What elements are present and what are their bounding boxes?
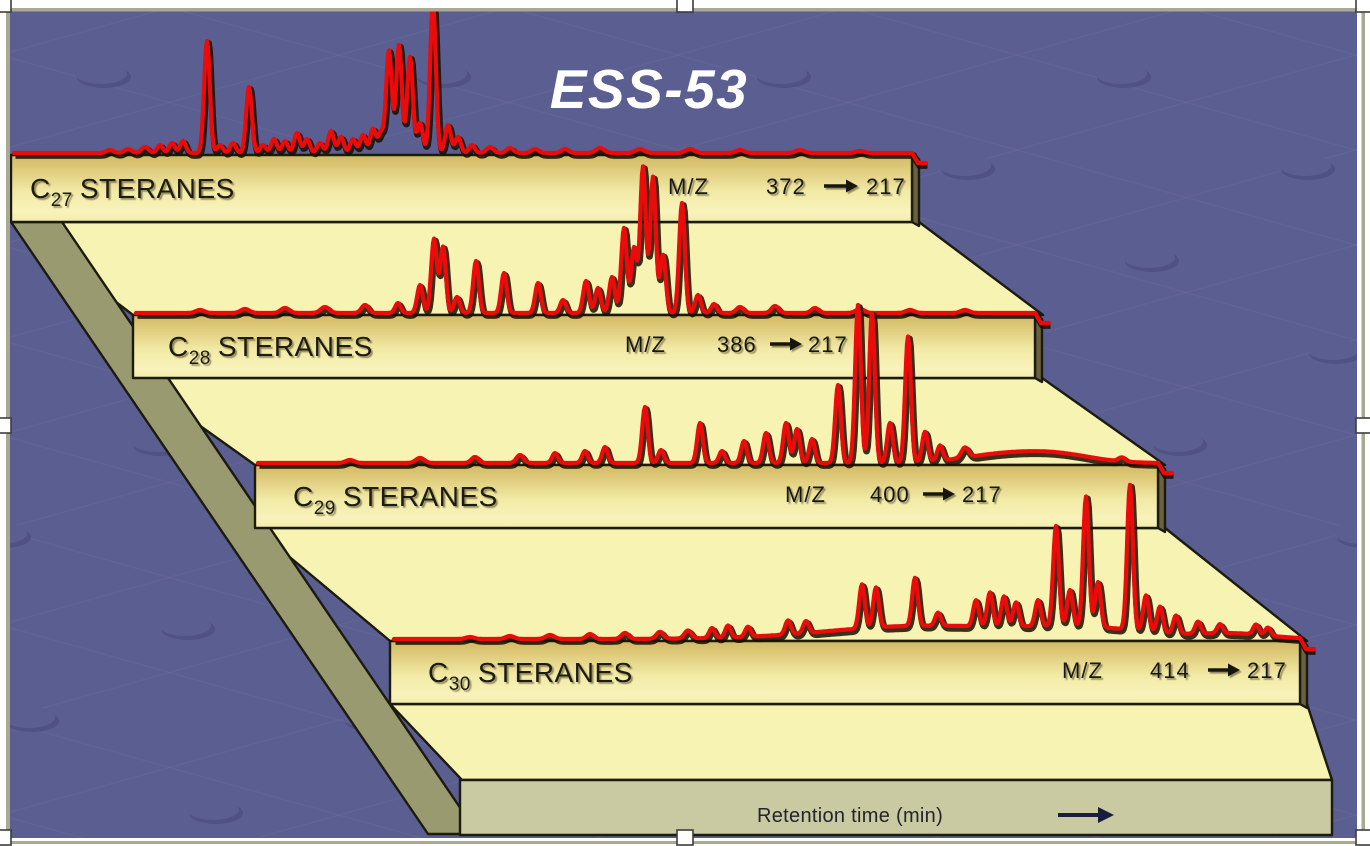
step-bar-c28: C28 STERANES M/Z 386 217	[131, 313, 1044, 384]
svg-text:217: 217	[866, 174, 906, 199]
svg-text:386: 386	[717, 332, 757, 357]
step-surface-1	[9, 220, 1045, 317]
bar-face-c29	[253, 463, 1160, 530]
mz-arrow-icon	[770, 337, 802, 351]
svg-text:400: 400	[870, 482, 910, 507]
chromatogram-trace-c27	[11, 0, 929, 169]
selection-handle-bottom-left[interactable]	[0, 829, 12, 846]
selection-handle-mid-left[interactable]	[0, 417, 12, 434]
selection-handle-top-center[interactable]	[676, 0, 694, 13]
mz-text-c27: M/Z 372 217	[668, 174, 906, 199]
mz-arrow-icon	[1208, 663, 1240, 677]
bar-label-c27: C27 STERANES	[30, 173, 235, 211]
selection-handle-top-left[interactable]	[0, 0, 12, 13]
step-bar-c30: C30 STERANES M/Z 414 217	[388, 639, 1309, 710]
bar-label-c28: C28 STERANES	[168, 331, 373, 369]
svg-text:217: 217	[1247, 658, 1287, 683]
retention-axis-bar: Retention time (min)	[458, 778, 1334, 837]
svg-text:372: 372	[766, 174, 806, 199]
selection-handle-bottom-right[interactable]	[1355, 829, 1370, 846]
mz-text-c30: M/Z 414 217	[1062, 658, 1287, 683]
chromatogram-trace-c30	[391, 482, 1317, 655]
mz-text-c29: M/Z 400 217	[785, 482, 1002, 507]
mz-text-c28: M/Z 386 217	[625, 332, 848, 357]
svg-text:M/Z: M/Z	[668, 174, 709, 199]
selection-handle-mid-right[interactable]	[1355, 417, 1370, 434]
retention-axis-label: Retention time (min)	[757, 805, 943, 827]
mz-arrow-icon	[923, 487, 955, 501]
step-bar-c27: C27 STERANES M/Z 372 217	[9, 153, 921, 228]
retention-arrow-icon	[1058, 807, 1114, 823]
slide-title: ESS-53	[550, 58, 749, 120]
selection-handle-top-right[interactable]	[1355, 0, 1370, 13]
step-bar-c29: C29 STERANES M/Z 400 217	[253, 463, 1167, 534]
svg-text:M/Z: M/Z	[625, 332, 666, 357]
svg-text:217: 217	[962, 482, 1002, 507]
svg-text:217: 217	[808, 332, 848, 357]
svg-text:M/Z: M/Z	[785, 482, 826, 507]
mz-arrow-icon	[824, 179, 858, 193]
bar-label-c30: C30 STERANES	[428, 657, 633, 695]
bar-face-c27	[9, 153, 914, 224]
bar-face-c30	[388, 639, 1302, 706]
bar-label-c29: C29 STERANES	[293, 481, 498, 519]
selection-handle-bottom-center[interactable]	[676, 829, 694, 846]
bar-face-c28	[131, 313, 1037, 380]
step-surface-4	[388, 702, 1334, 782]
svg-text:414: 414	[1150, 658, 1190, 683]
chromatogram-trace-c29	[255, 302, 1175, 479]
chromatogram-trace-c28	[133, 164, 1052, 329]
svg-text:M/Z: M/Z	[1062, 658, 1103, 683]
